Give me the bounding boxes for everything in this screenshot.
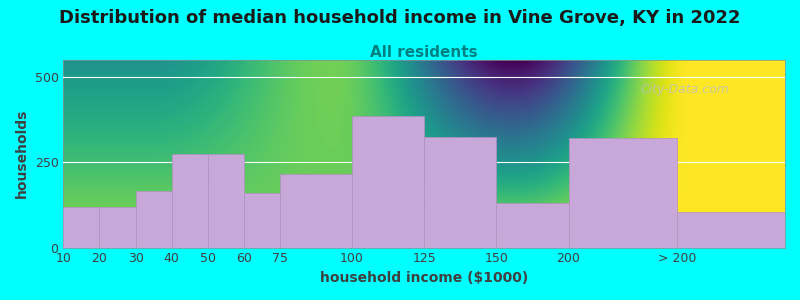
- Text: City-Data.com: City-Data.com: [641, 82, 730, 95]
- Bar: [244, 193, 280, 248]
- Bar: [172, 154, 208, 248]
- Text: Distribution of median household income in Vine Grove, KY in 2022: Distribution of median household income …: [59, 9, 741, 27]
- Y-axis label: households: households: [15, 109, 29, 199]
- Bar: [496, 203, 569, 248]
- Bar: [424, 137, 496, 248]
- Bar: [280, 174, 352, 248]
- Bar: [352, 116, 424, 248]
- Bar: [569, 138, 677, 248]
- Bar: [208, 154, 244, 248]
- X-axis label: household income ($1000): household income ($1000): [320, 271, 528, 285]
- Bar: [677, 212, 785, 247]
- Bar: [135, 191, 172, 248]
- Title: All residents: All residents: [370, 45, 478, 60]
- Bar: [99, 207, 135, 248]
- Bar: [63, 207, 99, 248]
